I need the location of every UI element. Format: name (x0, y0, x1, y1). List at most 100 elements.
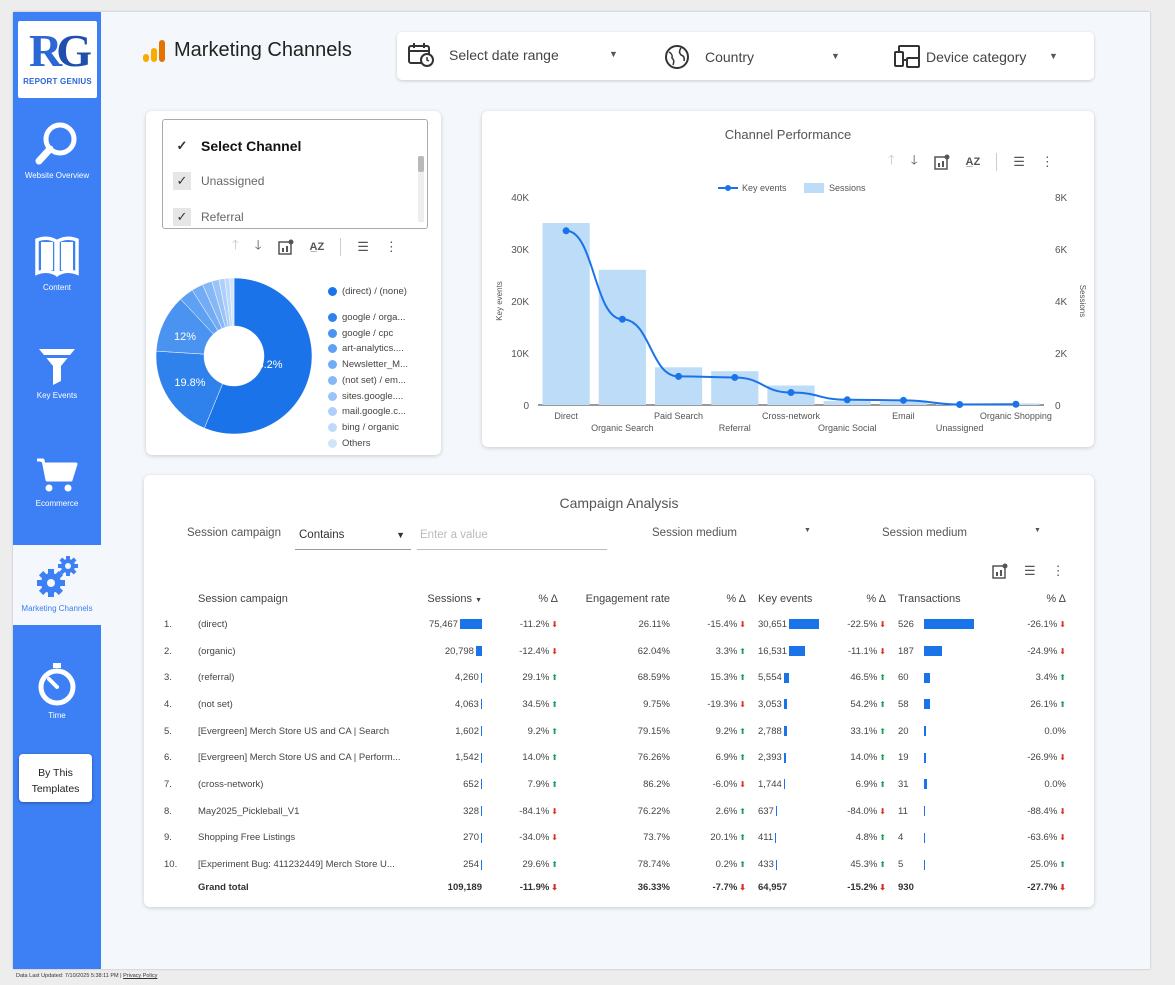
arrow-up-icon[interactable]: 🡑 (232, 237, 239, 252)
legend-item[interactable]: (not set) / em... (328, 375, 406, 386)
more-vert-icon[interactable]: ⋮ (1051, 563, 1065, 578)
legend-item[interactable]: Others (328, 438, 371, 449)
col-engagement-delta[interactable]: % Δ (726, 593, 746, 605)
legend-item[interactable]: google / cpc (328, 328, 393, 339)
key-events-point[interactable] (731, 373, 739, 381)
legend-item[interactable]: (direct) / (none) (328, 286, 416, 297)
table-row[interactable]: 2. (organic) 20,798 -12.4% ⬇ 62.04% 3.3% ⬆ 16,53… (158, 638, 1072, 665)
session-medium-filter-2[interactable]: Session medium ▼ (882, 527, 1042, 539)
scrollbar[interactable] (418, 156, 424, 222)
channel-option[interactable]: ✓ Referral (173, 208, 244, 226)
brand-logo[interactable]: RG REPORT GENIUS (18, 21, 97, 98)
legend-key-events[interactable]: Key events (742, 183, 787, 193)
table-row[interactable]: 9. Shopping Free Listings 270 -34.0% ⬇ 73.7% 2… (158, 825, 1072, 852)
key-events-point[interactable] (843, 396, 851, 404)
arrow-up-icon[interactable]: 🡑 (888, 152, 895, 167)
sessions-cell: 4,260 (408, 664, 488, 691)
table-row[interactable]: 4. (not set) 4,063 34.5% ⬆ 9.75% -19.3% ⬇ 3,053 5… (158, 691, 1072, 718)
key-events-point[interactable] (787, 389, 795, 397)
country-label: Country (705, 49, 755, 65)
more-vert-icon[interactable]: ⋮ (384, 239, 398, 254)
nav-marketing-channels[interactable]: Marketing Channels (13, 545, 101, 625)
col-transactions[interactable]: Transactions (898, 593, 961, 605)
table-row[interactable]: 6. [Evergreen] Merch Store US and CA | Pe… (158, 744, 1072, 771)
sort-az-icon[interactable]: A̲Z (309, 241, 325, 253)
key-events-point[interactable] (562, 227, 570, 235)
channel-option-label: Referral (201, 210, 244, 224)
arrow-down-icon: ⬇ (551, 619, 558, 629)
donut-slice[interactable] (229, 277, 235, 327)
legend-item[interactable]: mail.google.c... (328, 406, 406, 417)
nav-content[interactable]: Content (13, 234, 101, 306)
nav-ecommerce[interactable]: Ecommerce (13, 456, 101, 516)
arrow-down-icon: ⬇ (739, 779, 746, 789)
col-key-events[interactable]: Key events (758, 593, 813, 605)
legend-item[interactable]: Newsletter_M... (328, 359, 408, 370)
arrow-down-icon[interactable]: 🡓 (254, 237, 262, 252)
col-session-campaign[interactable]: Session campaign (198, 593, 288, 605)
legend-item[interactable]: sites.google.... (328, 391, 403, 402)
col-transactions-delta[interactable]: % Δ (1046, 593, 1066, 605)
channel-selector[interactable]: ✓ Select Channel ✓ Unassigned ✓ Referral (162, 119, 428, 229)
match-type-value: Contains (299, 529, 345, 541)
privacy-policy-link[interactable]: Privacy Policy (123, 973, 158, 979)
legend-item[interactable]: google / orga... (328, 312, 405, 323)
x-tick-label: Organic Search (591, 423, 654, 433)
key-events-point[interactable] (956, 400, 964, 408)
table-row[interactable]: 8. May2025_Pickleball_V1 328 -84.1% ⬇ 76.22% 2… (158, 798, 1072, 825)
nav-time[interactable]: Time (13, 662, 101, 724)
chart-settings-icon[interactable] (992, 563, 1008, 579)
filter-icon[interactable]: ☰ (1024, 563, 1036, 578)
arrow-down-icon[interactable]: 🡓 (910, 152, 918, 167)
sessions-cell: 270 (408, 825, 488, 852)
filter-value-input[interactable]: Enter a value (420, 529, 488, 541)
more-vert-icon[interactable]: ⋮ (1040, 154, 1054, 169)
key-events-point[interactable] (1012, 400, 1020, 408)
chart-settings-icon[interactable] (277, 239, 294, 255)
legend-sessions[interactable]: Sessions (829, 183, 866, 193)
legend-item[interactable]: art-analytics.... (328, 343, 404, 354)
row-number: 1. (164, 618, 172, 630)
date-range-picker[interactable]: Select date range ▼ (407, 42, 622, 68)
sessions-bar[interactable] (598, 269, 646, 405)
table-row[interactable]: 1. (direct) 75,467 -11.2% ⬇ 26.11% -15.4% ⬇ 30,6… (158, 611, 1072, 638)
key-events-cell: 3,053 (752, 691, 832, 718)
table-row[interactable]: 10. [Experiment Bug: 411232449] Merch Sto… (158, 851, 1072, 878)
sort-az-icon[interactable]: A̲Z (965, 156, 981, 168)
y-tick-label: 10K (511, 349, 529, 360)
transactions-cell: 526 (892, 611, 992, 638)
key-events-point[interactable] (899, 396, 907, 404)
row-number: 10. (164, 859, 178, 871)
nav-website-overview[interactable]: Website Overview (13, 120, 101, 192)
engagement-rate: 86.2% (643, 778, 670, 790)
donut-slice[interactable] (155, 350, 223, 429)
key-events-point[interactable] (618, 315, 626, 323)
match-type-select[interactable]: Contains ▼ (299, 529, 411, 541)
filter-icon[interactable]: ☰ (357, 239, 369, 254)
donut-slice[interactable] (204, 277, 313, 435)
session-medium-filter[interactable]: Session medium ▼ (652, 527, 812, 539)
key-events-point[interactable] (675, 372, 683, 380)
nav-key-events[interactable]: Key Events (13, 346, 101, 406)
filter-icon[interactable]: ☰ (1013, 154, 1025, 169)
country-filter[interactable]: Country ▼ (663, 44, 843, 70)
chart-settings-icon[interactable] (933, 154, 950, 170)
table-row[interactable]: 3. (referral) 4,260 29.1% ⬆ 68.59% 15.3% ⬆ 5,554… (158, 664, 1072, 691)
legend-item[interactable]: bing / organic (328, 422, 399, 433)
row-number: 8. (164, 805, 172, 817)
by-templates-button[interactable]: By This Templates (19, 754, 92, 802)
col-sessions[interactable]: Sessions ▼ (427, 593, 482, 605)
col-sessions-delta[interactable]: % Δ (538, 593, 558, 605)
y-tick-label: 20K (511, 297, 529, 308)
sessions-bar[interactable] (542, 223, 590, 405)
device-category-filter[interactable]: Device category ▼ (893, 44, 1073, 70)
legend-label: google / cpc (342, 327, 394, 339)
col-engagement-rate[interactable]: Engagement rate (585, 593, 670, 605)
table-row[interactable]: 7. (cross-network) 652 7.9% ⬆ 86.2% -6.0% ⬇ 1,74… (158, 771, 1072, 798)
campaign-name: [Experiment Bug: 411232449] Merch Store … (198, 859, 395, 871)
select-channel-header[interactable]: ✓ Select Channel (173, 137, 302, 155)
col-key-events-delta[interactable]: % Δ (866, 593, 886, 605)
transactions-cell: 58 (892, 691, 992, 718)
channel-option[interactable]: ✓ Unassigned (173, 172, 264, 190)
table-row[interactable]: 5. [Evergreen] Merch Store US and CA | Se… (158, 718, 1072, 745)
